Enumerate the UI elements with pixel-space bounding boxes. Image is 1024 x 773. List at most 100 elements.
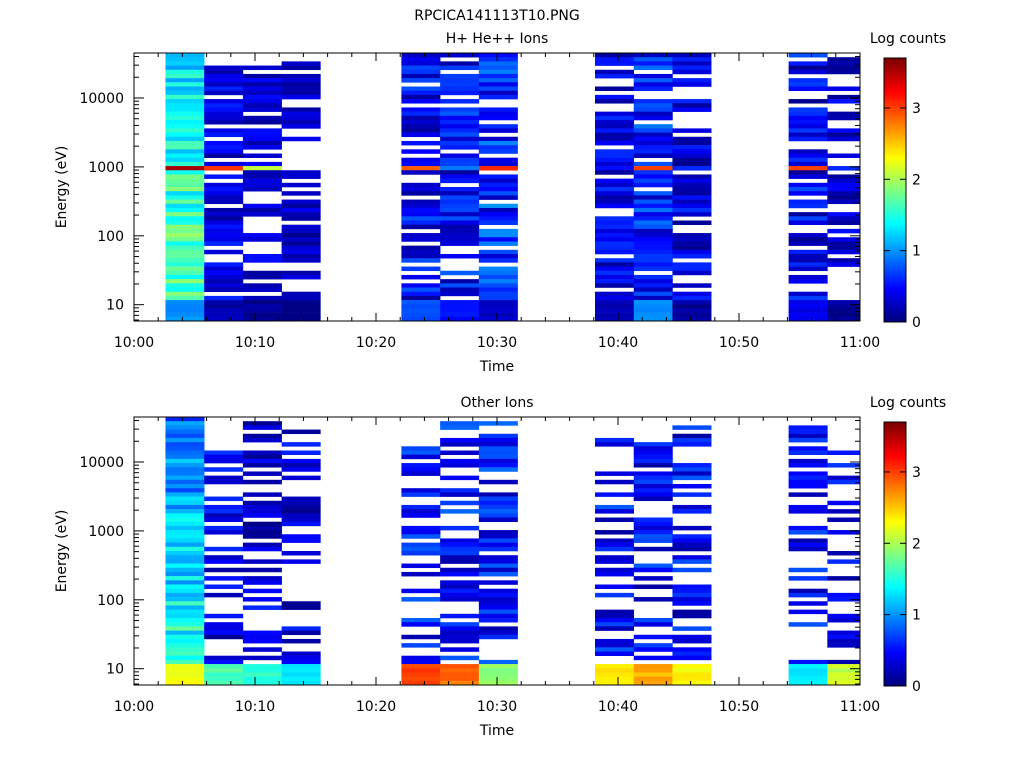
colorbar-swatch (884, 99, 906, 103)
heatmap-cell (440, 634, 480, 640)
heatmap-cell (281, 467, 321, 472)
heatmap-cell (165, 245, 205, 251)
colorbar-swatch (884, 598, 906, 601)
heatmap-cell (672, 509, 712, 514)
heatmap-cell (440, 111, 480, 117)
heatmap-cell (672, 149, 712, 154)
colorbar-swatch (884, 620, 906, 623)
heatmap-cell (281, 304, 321, 309)
x-tick-label: 11:00 (840, 335, 880, 351)
heatmap-cell (440, 199, 480, 205)
heatmap-cell (672, 53, 712, 58)
heatmap-cell (242, 479, 282, 485)
heatmap-cell (788, 128, 828, 133)
heatmap-cell (595, 270, 635, 276)
heatmap-cell (401, 542, 441, 548)
heatmap-cell (165, 254, 205, 259)
heatmap-cell (165, 191, 205, 196)
heatmap-cell (165, 216, 205, 221)
heatmap-cell (242, 316, 282, 321)
heatmap-cell (401, 450, 441, 455)
heatmap-cell (788, 433, 828, 439)
colorbar-swatch (884, 611, 906, 614)
heatmap-cell (440, 61, 480, 66)
heatmap-cell (595, 199, 635, 205)
heatmap-cell (204, 300, 244, 305)
heatmap-cell (401, 132, 441, 138)
heatmap-cell (440, 237, 480, 242)
heatmap-cell (440, 664, 480, 669)
heatmap-cell (165, 304, 205, 309)
heatmap-cell (204, 73, 244, 79)
colorbar: 0 1 2 3 Log counts (870, 31, 946, 331)
x-tick-label: 10:10 (235, 699, 275, 715)
heatmap-cell (478, 111, 518, 117)
heatmap-cell (633, 496, 673, 502)
heatmap-cell (633, 140, 673, 146)
heatmap-cell (788, 458, 828, 464)
heatmap-cell (165, 429, 205, 435)
heatmap-cell (281, 509, 321, 514)
heatmap-cell (788, 212, 828, 217)
colorbar-swatch (884, 576, 906, 579)
heatmap-cell (672, 308, 712, 313)
heatmap-cell (165, 672, 205, 677)
colorbar-tick-label: 3 (912, 465, 921, 481)
colorbar-swatch (884, 492, 906, 495)
heatmap-cell (165, 65, 205, 71)
heatmap-cell (827, 132, 860, 138)
heatmap-cell (788, 308, 828, 313)
colorbar-swatch (884, 71, 906, 74)
heatmap-cell (672, 140, 712, 146)
heatmap-cell (242, 509, 282, 514)
heatmap-cell (827, 316, 860, 321)
heatmap-cell (788, 295, 828, 301)
colorbar-swatch (884, 152, 906, 156)
heatmap-cell (242, 534, 282, 539)
heatmap-cell (788, 479, 828, 485)
heatmap-cell (788, 509, 828, 514)
colorbar-swatch (884, 633, 906, 636)
heatmap-cells (165, 417, 860, 685)
heatmap-cell (827, 300, 860, 305)
heatmap-cell (440, 308, 480, 313)
heatmap-cell (401, 643, 441, 648)
heatmap-cell (633, 647, 673, 652)
heatmap-cell (281, 680, 321, 685)
heatmap-cell (401, 216, 441, 221)
heatmap-cell (440, 120, 480, 125)
heatmap-cell (440, 559, 480, 564)
heatmap-cell (478, 672, 518, 677)
heatmap-cell (281, 496, 321, 502)
heatmap-cell (165, 517, 205, 522)
heatmap-cell (440, 509, 480, 514)
heatmap-cell (242, 308, 282, 313)
heatmap-cell (165, 187, 205, 192)
heatmap-cell (401, 672, 441, 677)
heatmap-cell (478, 613, 518, 619)
colorbar-swatch (884, 439, 906, 443)
heatmap-cell (242, 421, 282, 426)
heatmap-cell (204, 212, 244, 217)
heatmap-cell (672, 212, 712, 217)
colorbar-swatch (884, 275, 906, 279)
heatmap-cell (440, 291, 480, 297)
heatmap-cell (204, 559, 244, 564)
heatmap-cell (478, 530, 518, 535)
heatmap-cell (242, 207, 282, 213)
heatmap-cell (204, 149, 244, 154)
heatmap-cell (440, 82, 480, 87)
colorbar-swatch (884, 435, 906, 438)
heatmap-cell (281, 94, 321, 100)
heatmap-cell (595, 161, 635, 167)
heatmap-cell (595, 170, 635, 175)
heatmap-cell (788, 622, 828, 627)
colorbar-swatch (884, 571, 906, 575)
heatmap-cell (165, 266, 205, 272)
heatmap-cell (281, 136, 321, 142)
heatmap-cell (478, 546, 518, 552)
colorbar-swatch (884, 507, 906, 511)
heatmap-cell (478, 140, 518, 146)
heatmap-cell (165, 484, 205, 489)
heatmap-cell (478, 300, 518, 305)
